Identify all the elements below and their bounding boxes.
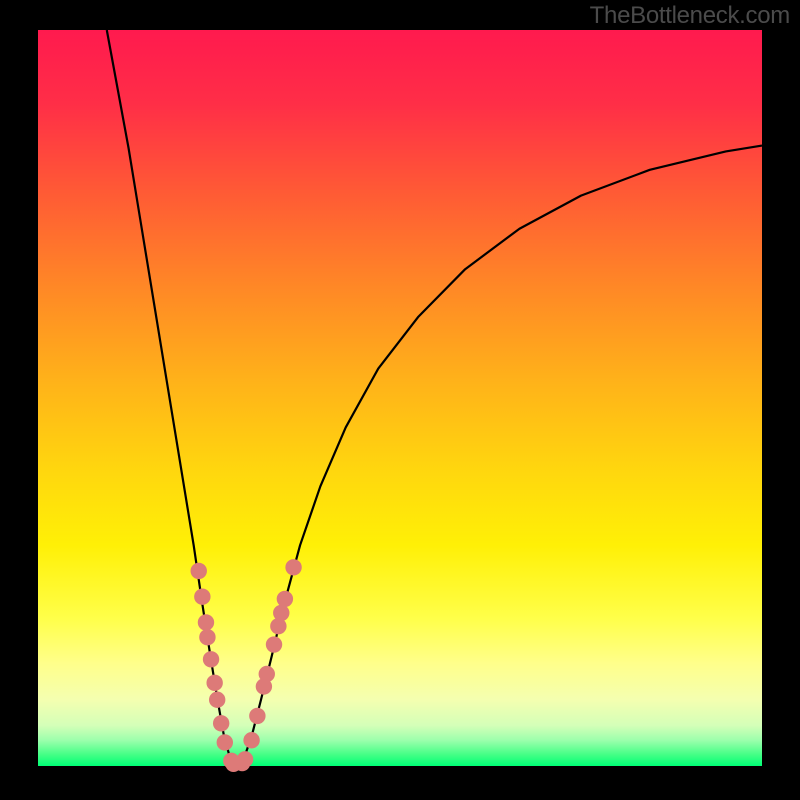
data-marker [249, 708, 265, 724]
watermark-text: TheBottleneck.com [590, 2, 790, 30]
data-marker [243, 732, 259, 748]
data-marker [213, 715, 229, 731]
data-marker [217, 734, 233, 750]
data-marker [209, 692, 225, 708]
data-marker [206, 675, 222, 691]
data-marker [199, 629, 215, 645]
data-marker [266, 636, 282, 652]
data-marker [277, 591, 293, 607]
bottleneck-chart [0, 0, 800, 800]
data-marker [273, 605, 289, 621]
chart-container: TheBottleneck.com [0, 0, 800, 800]
data-marker [285, 559, 301, 575]
plot-background [38, 30, 762, 766]
data-marker [203, 651, 219, 667]
data-marker [259, 666, 275, 682]
data-marker [237, 751, 253, 767]
data-marker [194, 589, 210, 605]
data-marker [191, 563, 207, 579]
data-marker [198, 614, 214, 630]
